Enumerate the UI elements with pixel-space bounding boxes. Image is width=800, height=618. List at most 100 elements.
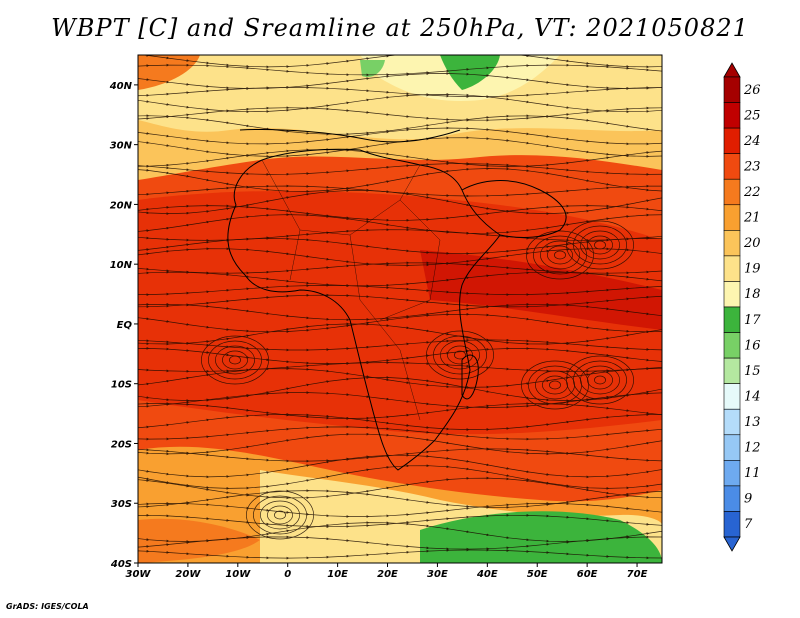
colorbar-swatch xyxy=(723,408,741,436)
streamline-eddy xyxy=(274,510,286,520)
colorbar-label: 14 xyxy=(744,389,761,404)
streamline-eddy xyxy=(260,500,300,530)
colorbar-label: 25 xyxy=(743,108,761,123)
lon-tick-label: 30W xyxy=(126,569,152,580)
lat-tick-label: 30N xyxy=(110,141,133,152)
map-frame xyxy=(137,54,663,564)
streamline xyxy=(138,72,662,90)
colorbar-label: 20 xyxy=(743,236,761,251)
colorbar-swatch xyxy=(723,357,741,384)
streamline-eddy xyxy=(208,340,262,380)
streamline xyxy=(138,346,662,365)
colorbar-label: 21 xyxy=(743,211,761,226)
streamline-eddy xyxy=(573,360,627,400)
lat-tick-label: 30S xyxy=(111,499,132,510)
coastlines xyxy=(227,128,567,471)
streamline-eddy xyxy=(215,345,255,375)
streamline-eddy xyxy=(594,375,606,385)
colorbar-top-arrow xyxy=(723,62,741,78)
colorbar-swatch xyxy=(723,434,741,461)
country-borders xyxy=(261,159,441,421)
streamline xyxy=(138,476,662,500)
colorbar-label: 26 xyxy=(743,83,761,98)
streamline xyxy=(138,391,662,409)
streamline-eddy xyxy=(554,250,566,260)
lon-tick-label: 30E xyxy=(427,569,448,580)
lat-tick-label: 40N xyxy=(109,81,133,92)
lon-tick-label: 0 xyxy=(284,569,291,580)
streamline xyxy=(138,148,662,168)
colorbar-swatch xyxy=(723,127,741,154)
lat-tick-label: 10S xyxy=(111,380,132,391)
colorbar-label: 17 xyxy=(744,313,761,328)
lat-tick-label: 10N xyxy=(110,260,133,271)
streamline-eddy xyxy=(547,245,573,265)
map-plot-area xyxy=(138,55,662,563)
colorbar-swatch xyxy=(723,204,741,231)
lon-tick-label: 50E xyxy=(527,569,548,580)
colorbar-swatch xyxy=(723,511,741,538)
map-title: WBPT [C] and Sreamline at 250hPa, VT: 20… xyxy=(51,14,749,42)
mediterranean-coastline xyxy=(239,128,461,143)
colorbar-label: 24 xyxy=(743,134,761,149)
streamline xyxy=(138,86,662,99)
colorbar-label: 18 xyxy=(744,287,761,302)
lat-tick-label: 20N xyxy=(110,200,133,211)
colorbar-label: 9 xyxy=(744,492,752,507)
streamline xyxy=(138,338,662,352)
colorbar-swatch xyxy=(723,153,741,180)
streamline-eddy xyxy=(521,360,589,410)
colorbar-swatch xyxy=(723,460,741,487)
streamline-eddy xyxy=(542,375,568,395)
colorbar-swatch xyxy=(723,332,741,359)
streamline xyxy=(138,548,662,560)
colorbar-swatch xyxy=(723,383,741,410)
colorbar-label: 15 xyxy=(744,364,761,379)
colorbar-label: 13 xyxy=(744,415,761,430)
streamline-eddy xyxy=(454,350,466,360)
lon-tick-label: 10W xyxy=(225,569,251,580)
africa-coastline xyxy=(227,148,501,471)
colorbar-label: 11 xyxy=(744,466,761,481)
streamline-eddy xyxy=(246,490,314,540)
lon-tick-label: 20W xyxy=(175,569,201,580)
colorbar-bottom-arrow xyxy=(723,536,741,552)
streamline-eddy xyxy=(229,355,241,365)
streamline-eddy xyxy=(253,495,307,535)
colorbar-label: 19 xyxy=(744,262,761,277)
lat-tick-label: 40S xyxy=(110,559,132,570)
colorbar-label: 12 xyxy=(744,441,761,456)
streamline-eddy xyxy=(580,365,620,395)
longitude-axis: 30W 20W 10W 0 10E 20E 30E 40E 50E 60E 70E xyxy=(126,563,648,580)
lat-tick-label: 20S xyxy=(111,439,132,450)
colorbar-label: 22 xyxy=(743,185,761,200)
streamline-eddy xyxy=(580,230,620,260)
streamline-eddy xyxy=(573,225,627,265)
colorbar-label: 16 xyxy=(744,338,761,353)
streamline-eddy xyxy=(222,350,248,370)
lon-tick-label: 40E xyxy=(476,569,498,580)
lat-tick-label: EQ xyxy=(117,320,133,331)
lon-tick-label: 10E xyxy=(327,569,348,580)
credit-text: GrADS: IGES/COLA xyxy=(6,602,89,611)
colorbar-swatch xyxy=(723,485,741,512)
streamline-eddy xyxy=(440,340,480,370)
streamline-eddy xyxy=(540,240,580,270)
colorbar-swatch xyxy=(723,230,741,257)
colorbar-swatch xyxy=(723,178,741,206)
streamline xyxy=(138,535,662,551)
streamline-eddy xyxy=(433,335,487,375)
streamline xyxy=(138,283,662,297)
streamline-eddy xyxy=(566,220,634,270)
streamline xyxy=(138,213,662,235)
streamline-eddy xyxy=(587,370,613,390)
streamline-eddy xyxy=(549,380,561,390)
lon-tick-label: 60E xyxy=(577,569,598,580)
madagascar-coastline xyxy=(461,354,479,400)
colorbar-swatch xyxy=(723,281,741,308)
colorbar-label: 7 xyxy=(744,517,753,532)
streamline-eddy xyxy=(526,230,594,280)
streamline-eddy xyxy=(267,505,293,525)
streamline xyxy=(138,55,662,69)
